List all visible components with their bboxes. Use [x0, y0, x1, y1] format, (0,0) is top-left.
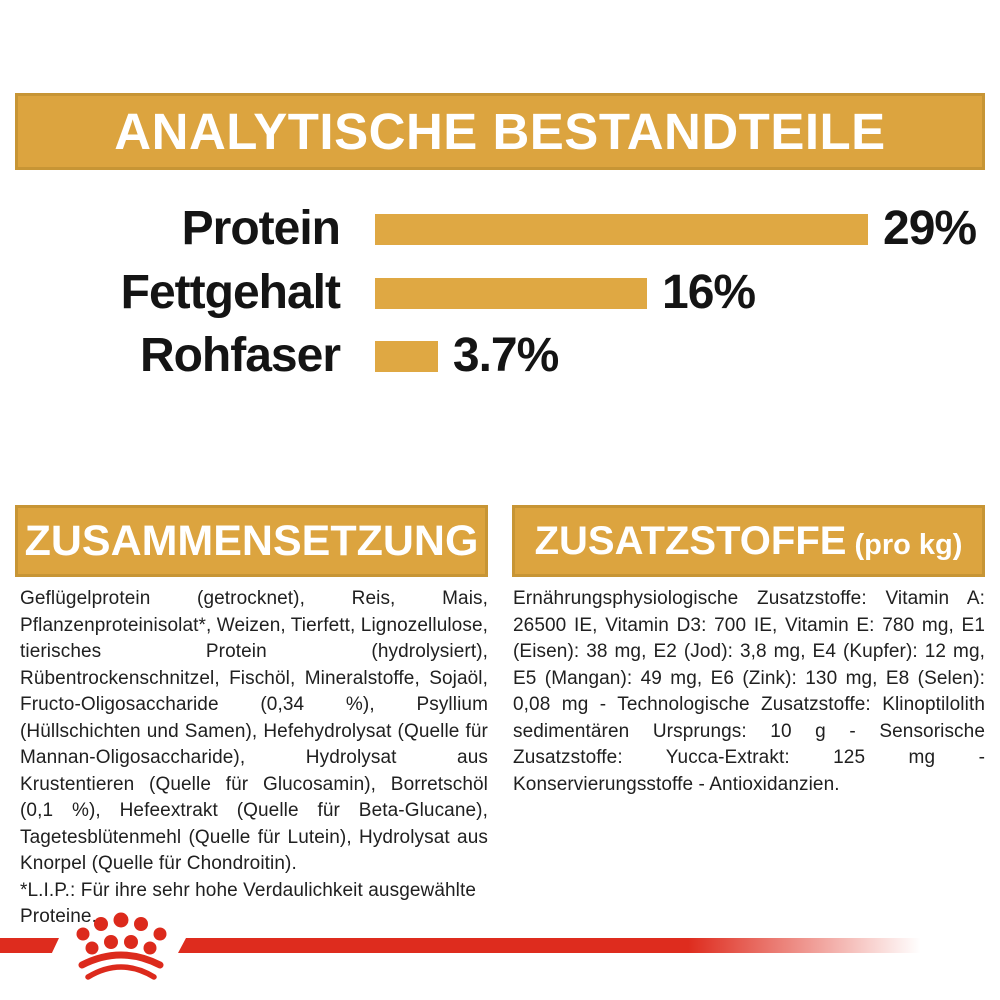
- additives-title: ZUSATZSTOFFE: [534, 518, 847, 563]
- chart-category-label: Protein: [181, 202, 341, 255]
- chart-bar: [375, 340, 438, 372]
- royal-canin-crown-icon: [76, 912, 167, 980]
- additives-body: Ernährungsphysiologische Zusatzstoffe: V…: [513, 586, 985, 798]
- chart-category-label: Fettgehalt: [120, 266, 341, 319]
- chart-bar: [375, 213, 868, 245]
- composition-ingredients: Geflügelprotein (getrocknet), Reis, Mais…: [20, 588, 488, 874]
- chart-row-protein: Protein 29%: [0, 202, 1000, 255]
- additives-header-banner: ZUSATZSTOFFE (pro kg): [512, 505, 985, 577]
- composition-body: Geflügelprotein (getrocknet), Reis, Mais…: [20, 586, 488, 931]
- chart-value-label: 29%: [883, 202, 977, 255]
- chart-bar: [375, 277, 647, 309]
- brand-line-left: [0, 938, 59, 953]
- analytical-header-banner: ANALYTISCHE BESTANDTEILE: [15, 93, 985, 170]
- composition-footnote: *L.I.P.: Für ihre sehr hohe Verdaulichke…: [20, 879, 477, 928]
- chart-row-rohfaser: Rohfaser 3.7%: [0, 329, 1000, 382]
- additives-list: Ernährungsphysiologische Zusatzstoffe: V…: [513, 588, 985, 795]
- composition-title: ZUSAMMENSETZUNG: [24, 516, 479, 565]
- chart-value-label: 3.7%: [452, 329, 559, 382]
- composition-header-banner: ZUSAMMENSETZUNG: [15, 505, 488, 577]
- brand-line-right: [178, 938, 928, 953]
- chart-row-fettgehalt: Fettgehalt 16%: [0, 266, 1000, 319]
- additives-title-suffix: (pro kg): [854, 528, 963, 561]
- analytical-title: ANALYTISCHE BESTANDTEILE: [114, 103, 886, 160]
- chart-value-label: 16%: [662, 266, 756, 319]
- chart-category-label: Rohfaser: [139, 329, 341, 382]
